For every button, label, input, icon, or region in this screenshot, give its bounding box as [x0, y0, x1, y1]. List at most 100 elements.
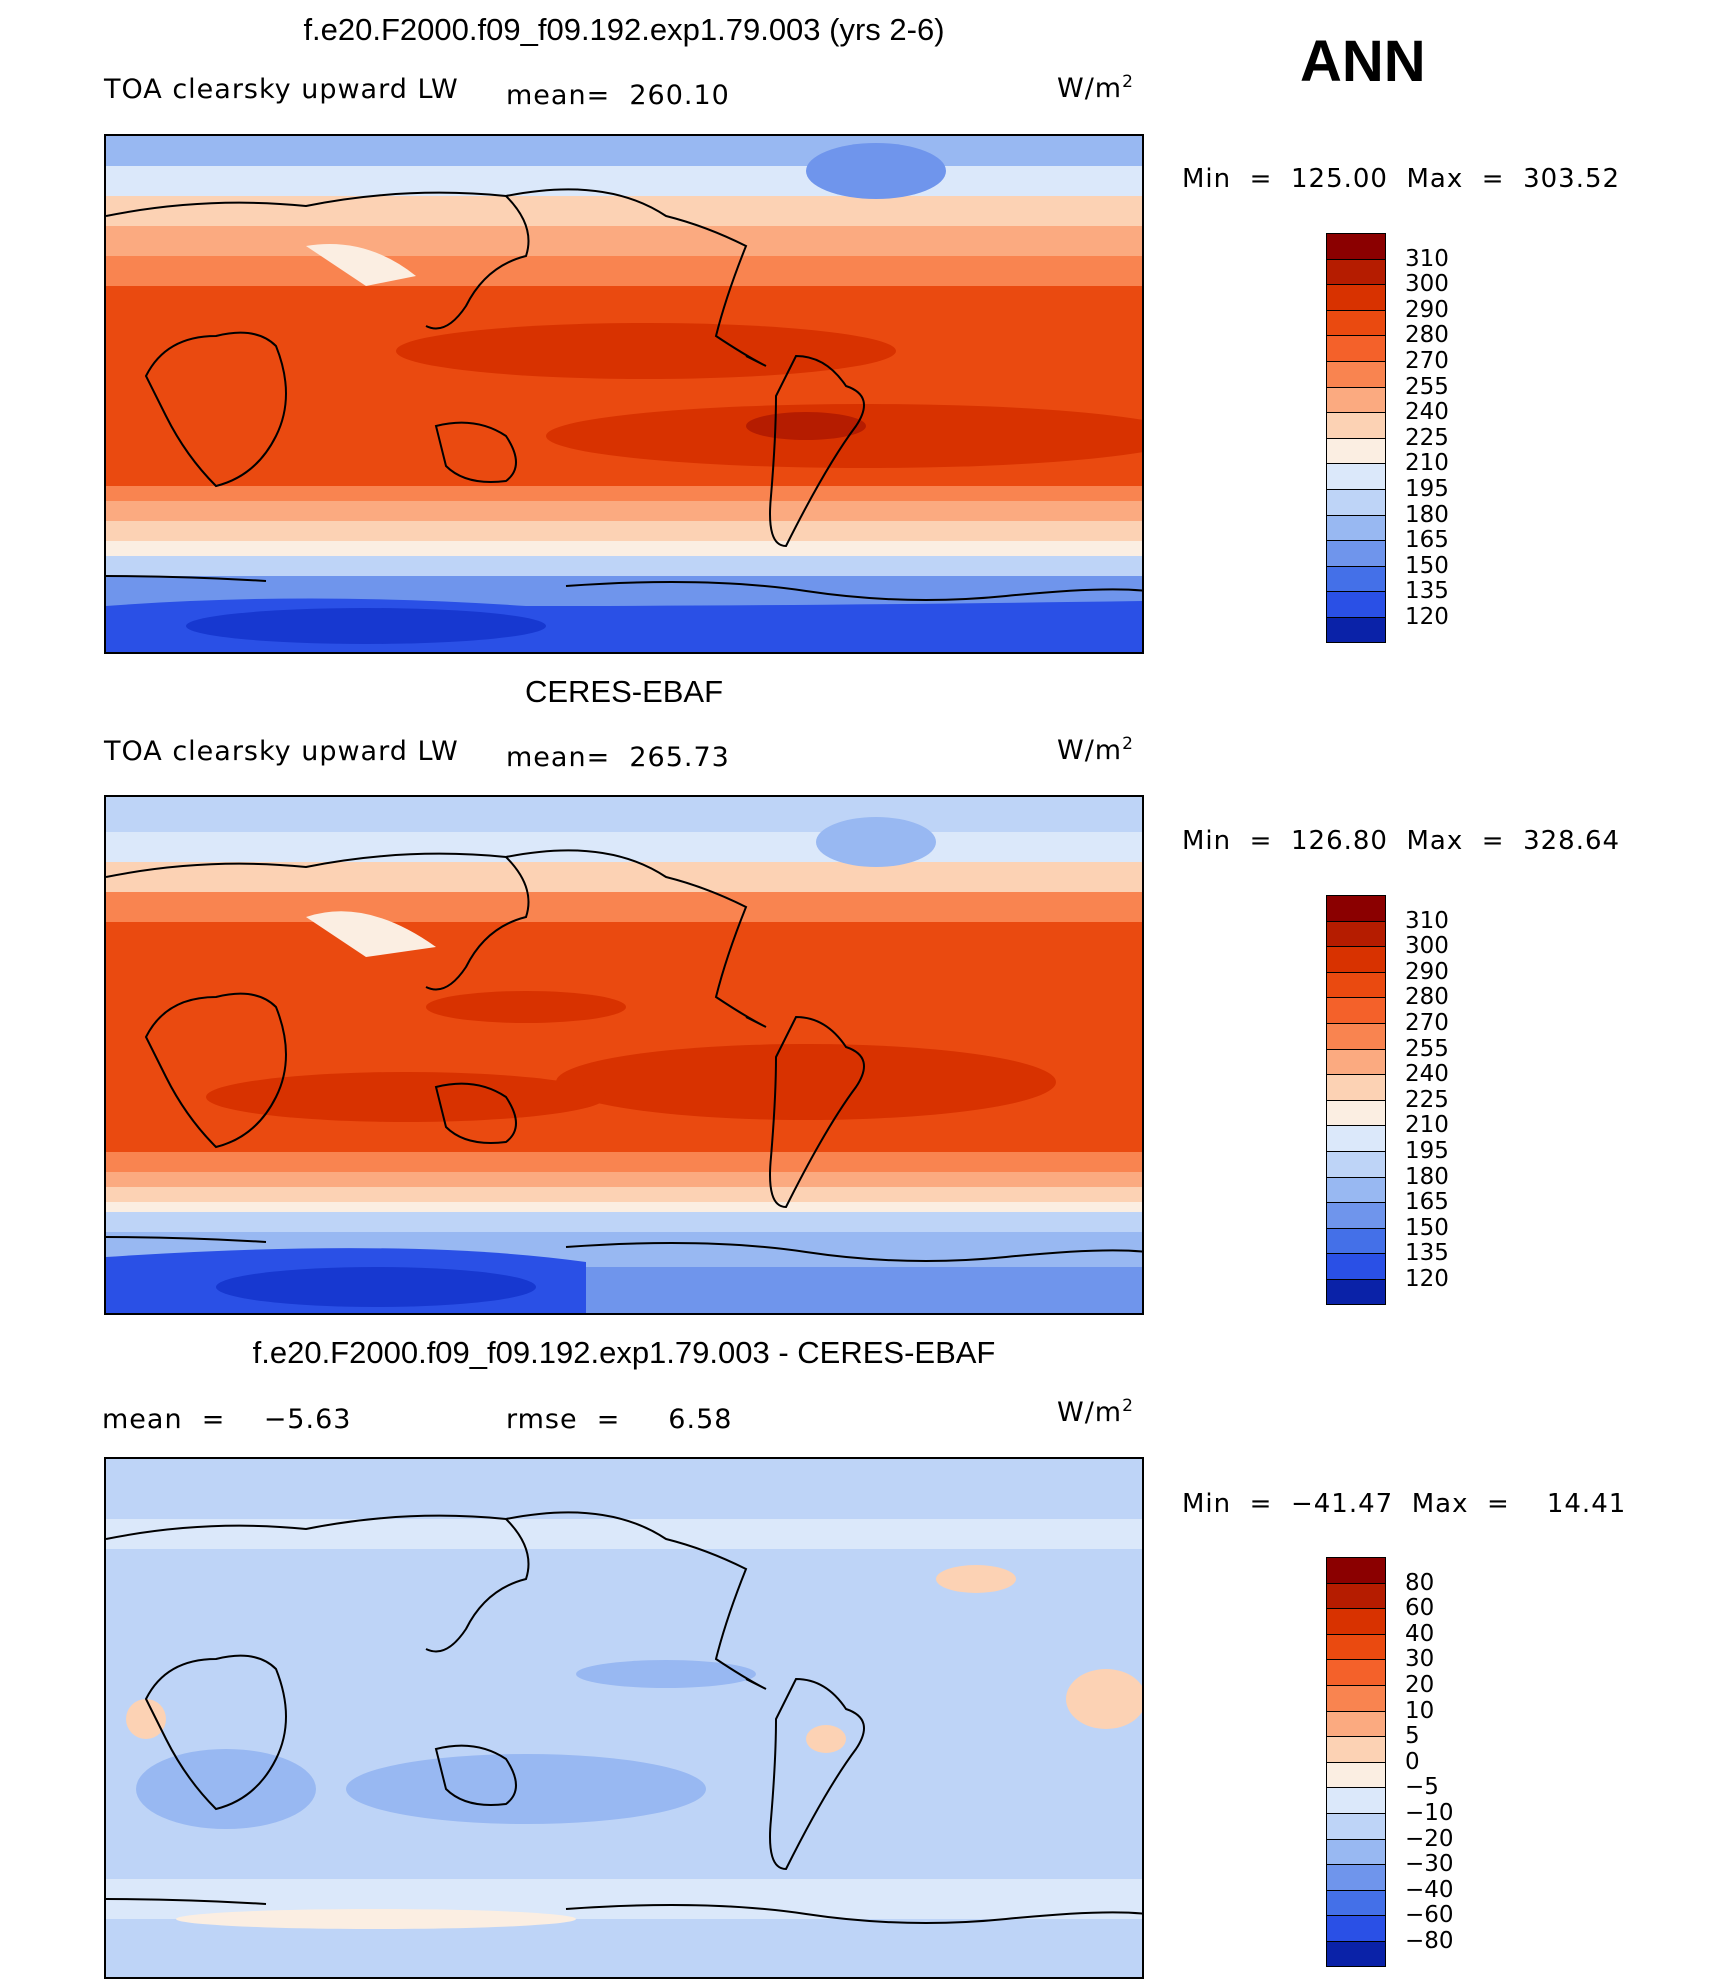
colorbar-tick-label: 60	[1405, 1595, 1435, 1622]
colorbar-swatch	[1326, 1736, 1386, 1762]
colorbar-tick-label: 135	[1405, 578, 1449, 605]
colorbar-swatch	[1326, 1227, 1386, 1254]
colorbar-tick-label: 180	[1405, 1163, 1449, 1190]
colorbar-tick-label: 150	[1405, 552, 1449, 579]
colorbar-tick-label: 210	[1405, 450, 1449, 477]
colorbar-tick-label: 135	[1405, 1240, 1449, 1267]
colorbar-tick-label: −60	[1405, 1902, 1454, 1929]
panel-title: f.e20.F2000.f09_f09.192.exp1.79.003 - CE…	[252, 1335, 996, 1370]
colorbar-tick-label: 300	[1405, 933, 1449, 960]
unit-label: W/m2	[1057, 1396, 1134, 1428]
colorbar-swatch	[1326, 1608, 1386, 1634]
colorbar-swatch	[1326, 1684, 1386, 1711]
colorbar-swatch	[1326, 1074, 1386, 1100]
colorbar-swatch	[1326, 386, 1386, 413]
colorbar-tick-label: −80	[1405, 1928, 1454, 1954]
colorbar-swatch	[1326, 1176, 1386, 1203]
colorbar-swatch	[1326, 540, 1386, 566]
colorbar-swatch	[1326, 946, 1386, 972]
colorbar-swatch	[1326, 412, 1386, 438]
colorbar-diff	[1326, 1557, 1386, 1967]
colorbar-tick-label: 300	[1405, 271, 1449, 298]
map-diff	[104, 1457, 1144, 1979]
colorbar-swatch	[1326, 1787, 1386, 1813]
colorbar-tick-label: 225	[1405, 424, 1449, 451]
colorbar-swatch	[1326, 1915, 1386, 1941]
mean-value: mean= 265.73	[506, 742, 730, 773]
colorbar-tick-label: −5	[1405, 1774, 1439, 1801]
colorbar-swatch	[1326, 1940, 1386, 1967]
colorbar-swatch	[1326, 1889, 1386, 1916]
colorbar-swatch	[1326, 284, 1386, 310]
colorbar-swatch	[1326, 1864, 1386, 1890]
colorbar-swatch	[1326, 335, 1386, 361]
colorbar-tick-label: 290	[1405, 958, 1449, 985]
colorbar-swatch	[1326, 1633, 1386, 1660]
colorbar-tick-label: 240	[1405, 1061, 1449, 1088]
min-max-text: Min = −41.47 Max = 14.41	[1182, 1489, 1627, 1519]
colorbar-swatch	[1326, 437, 1386, 464]
colorbar-tick-label: 120	[1405, 1266, 1449, 1292]
colorbar-swatch	[1326, 920, 1386, 947]
colorbar-tick-label: 310	[1405, 907, 1449, 934]
colorbar-swatch	[1326, 1710, 1386, 1737]
colorbar-tick-label: −40	[1405, 1876, 1454, 1903]
colorbar-swatch	[1326, 514, 1386, 541]
colorbar-tick-label: 280	[1405, 322, 1449, 349]
field-name: TOA clearsky upward LW	[104, 736, 459, 767]
min-max-text: Min = 126.80 Max = 328.64	[1182, 826, 1621, 856]
mean-value: mean= 260.10	[506, 80, 730, 111]
colorbar-tick-label: 270	[1405, 348, 1449, 374]
colorbar-tick-label: 150	[1405, 1214, 1449, 1241]
colorbar-swatch	[1326, 1253, 1386, 1279]
colorbar-tick-label: 225	[1405, 1086, 1449, 1113]
colorbar-swatch	[1326, 565, 1386, 592]
colorbar-tick-label: 165	[1405, 527, 1449, 554]
mean-value: mean = −5.63	[102, 1404, 352, 1435]
panel-title: CERES-EBAF	[524, 674, 724, 709]
colorbar-swatch	[1326, 616, 1386, 643]
colorbar-swatch	[1326, 488, 1386, 515]
colorbar-tick-label: −30	[1405, 1851, 1454, 1878]
map-model	[104, 134, 1144, 654]
colorbar-swatch	[1326, 591, 1386, 617]
colorbar-obs	[1326, 895, 1386, 1305]
colorbar-swatch	[1326, 1150, 1386, 1177]
rmse-value: rmse = 6.58	[506, 1404, 733, 1435]
colorbar-swatch	[1326, 895, 1386, 921]
colorbar-swatch	[1326, 1048, 1386, 1075]
unit-label: W/m2	[1057, 72, 1134, 104]
colorbar-tick-label: 255	[1405, 373, 1449, 400]
colorbar-swatch	[1326, 1125, 1386, 1151]
colorbar-swatch	[1326, 1812, 1386, 1839]
colorbar-swatch	[1326, 360, 1386, 387]
colorbar-tick-label: −20	[1405, 1825, 1454, 1852]
colorbar-swatch	[1326, 971, 1386, 998]
colorbar-swatch	[1326, 1557, 1386, 1583]
map-obs	[104, 795, 1144, 1315]
colorbar-tick-label: 40	[1405, 1620, 1435, 1647]
colorbar-swatch	[1326, 1838, 1386, 1865]
colorbar-tick-label: 195	[1405, 476, 1449, 502]
colorbar-tick-label: 240	[1405, 399, 1449, 426]
colorbar-tick-label: 80	[1405, 1569, 1435, 1596]
colorbar-tick-label: 120	[1405, 604, 1449, 630]
colorbar-tick-label: 0	[1405, 1748, 1420, 1775]
colorbar-tick-label: 165	[1405, 1189, 1449, 1216]
colorbar-tick-label: 30	[1405, 1646, 1435, 1673]
field-name: TOA clearsky upward LW	[104, 74, 459, 105]
colorbar-swatch	[1326, 233, 1386, 259]
colorbar-swatch	[1326, 258, 1386, 285]
season-label: ANN	[1300, 29, 1426, 94]
colorbar-swatch	[1326, 1278, 1386, 1305]
colorbar-tick-label: 270	[1405, 1010, 1449, 1036]
min-max-text: Min = 125.00 Max = 303.52	[1182, 164, 1621, 194]
colorbar-swatch	[1326, 1761, 1386, 1788]
colorbar-swatch	[1326, 463, 1386, 489]
colorbar-tick-label: 20	[1405, 1672, 1435, 1698]
colorbar-tick-label: −10	[1405, 1800, 1454, 1826]
colorbar-swatch	[1326, 1659, 1386, 1685]
colorbar-tick-label: 255	[1405, 1035, 1449, 1062]
colorbar-tick-label: 5	[1405, 1723, 1420, 1750]
colorbar-model	[1326, 233, 1386, 643]
